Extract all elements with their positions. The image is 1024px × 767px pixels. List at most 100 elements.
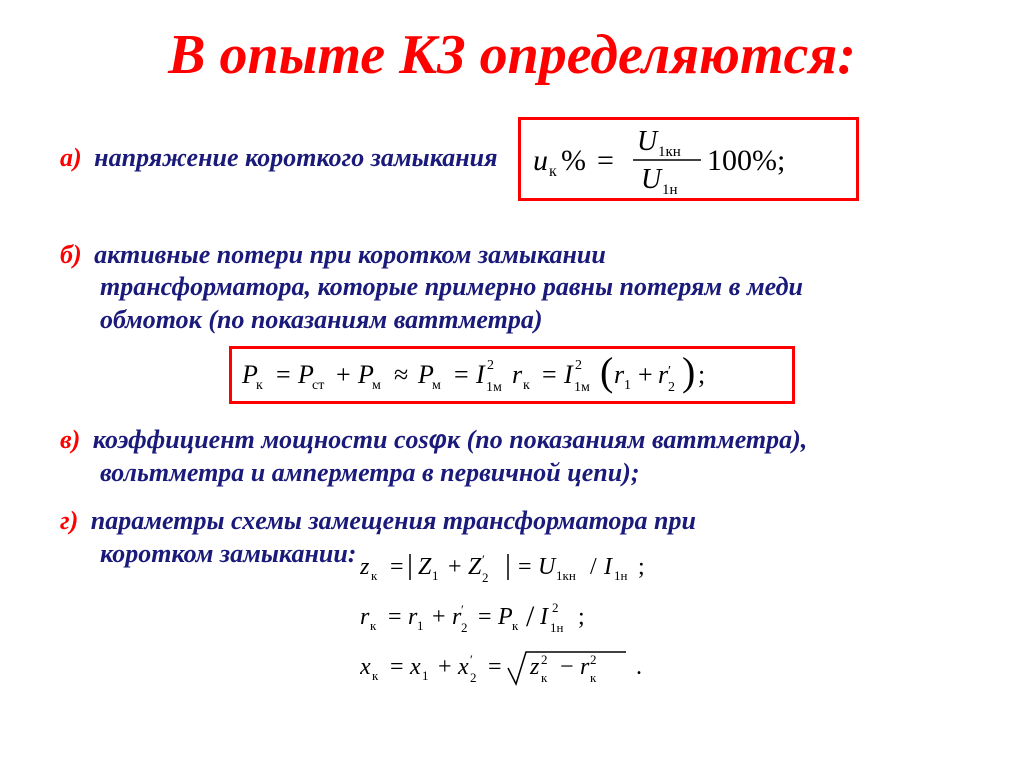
svg-text:1н: 1н [662, 182, 678, 198]
item-a-label: а) [60, 143, 82, 172]
svg-text:2: 2 [590, 652, 597, 667]
svg-text:U: U [637, 126, 659, 157]
item-c: в) коэффициент мощности cosφк (по показа… [60, 423, 964, 489]
svg-text:I: I [603, 554, 613, 580]
svg-text:x: x [457, 654, 469, 680]
svg-text:r: r [360, 604, 370, 630]
item-d-text-l1: параметры схемы замещения трансформатора… [91, 506, 696, 535]
svg-text:2: 2 [668, 380, 675, 395]
svg-text:=: = [488, 654, 502, 680]
svg-text:=: = [454, 360, 469, 389]
item-d-label: г) [60, 506, 78, 535]
svg-text:=: = [542, 360, 557, 389]
svg-text:−: − [560, 654, 574, 680]
item-b: б) активные потери при коротком замыкани… [60, 239, 964, 337]
svg-text:+: + [448, 554, 462, 580]
svg-text:=: = [390, 654, 404, 680]
svg-text:x: x [409, 654, 421, 680]
svg-text:100%;: 100%; [707, 144, 785, 177]
svg-text:1н: 1н [550, 620, 564, 635]
svg-text:=: = [518, 554, 532, 580]
svg-text:%: % [561, 144, 586, 177]
svg-text:к: к [523, 378, 530, 393]
svg-text:+: + [638, 360, 653, 389]
svg-text:=: = [388, 604, 402, 630]
svg-text:м: м [432, 378, 441, 393]
formula-a-box: u к % = U 1кн U 1н 100%; [518, 117, 859, 201]
svg-text:/: / [590, 554, 597, 580]
svg-text:u: u [533, 144, 548, 177]
svg-text:1: 1 [624, 378, 631, 393]
svg-text:2: 2 [552, 600, 559, 615]
svg-text:=: = [276, 360, 291, 389]
svg-text:z: z [529, 654, 540, 680]
item-a-row: а) напряжение короткого замыкания u к % … [60, 117, 964, 201]
svg-text:2: 2 [482, 570, 489, 585]
formula-b: Pк = Pст + Pм ≈ Pм = I 2 1м rк = I 2 1м [232, 349, 792, 401]
svg-text:=: = [478, 604, 492, 630]
svg-text:1м: 1м [574, 380, 590, 395]
svg-text:z: z [360, 554, 370, 580]
formula-b-wrap: Pк = Pст + Pм ≈ Pм = I 2 1м rк = I 2 1м [60, 346, 964, 409]
svg-text:I: I [563, 360, 574, 389]
item-b-text-l2: трансформатора, которые примерно равны п… [60, 271, 964, 304]
page-title: В опыте КЗ определяются: [60, 25, 964, 87]
svg-text:1: 1 [422, 668, 429, 683]
svg-text:Z: Z [468, 554, 482, 580]
svg-text:P: P [497, 604, 513, 630]
svg-text:ст: ст [312, 378, 324, 393]
item-b-label: б) [60, 240, 82, 269]
svg-text:′: ′ [668, 364, 671, 379]
svg-text:′: ′ [461, 602, 464, 617]
slide: В опыте КЗ определяются: а) напряжение к… [0, 0, 1024, 721]
item-b-text-l3: обмоток (по показаниям ваттметра) [60, 304, 964, 337]
svg-text:к: к [256, 378, 263, 393]
svg-text:+: + [432, 604, 446, 630]
svg-text:;: ; [698, 360, 705, 389]
svg-text:r: r [512, 360, 523, 389]
svg-text:1н: 1н [614, 568, 628, 583]
svg-text:r: r [580, 654, 590, 680]
item-c-label: в) [60, 425, 80, 454]
svg-text:U: U [641, 164, 663, 195]
formula-a: u к % = U 1кн U 1н 100%; [521, 120, 856, 198]
svg-text:x: x [360, 654, 371, 680]
item-a: а) напряжение короткого замыкания [60, 142, 498, 175]
item-a-text: напряжение короткого замыкания [94, 143, 497, 172]
svg-text:1: 1 [432, 568, 439, 583]
svg-text:2: 2 [487, 358, 494, 373]
item-c-text-l1: коэффициент мощности cosφк (по показания… [93, 425, 808, 454]
svg-text:2: 2 [541, 652, 548, 667]
svg-text:U: U [538, 554, 557, 580]
item-b-text-l1: активные потери при коротком замыкании [94, 240, 606, 269]
svg-text:;: ; [638, 554, 645, 580]
svg-text:(: ( [600, 349, 613, 394]
svg-text:1м: 1м [486, 380, 502, 395]
svg-text:.: . [636, 654, 642, 680]
svg-text:к: к [372, 668, 379, 683]
svg-text:м: м [372, 378, 381, 393]
svg-text:1: 1 [417, 618, 424, 633]
svg-text:=: = [390, 554, 404, 580]
svg-text:′: ′ [482, 552, 485, 567]
svg-text:2: 2 [575, 358, 582, 373]
svg-text:1кн: 1кн [556, 568, 576, 583]
svg-text:к: к [371, 568, 378, 583]
svg-text:I: I [539, 604, 549, 630]
svg-text:к: к [512, 618, 519, 633]
formula-d: zк = Z1 + Z′2 = U1кн / I1н ; rк = r1 + r… [360, 546, 730, 696]
formula-b-box: Pк = Pст + Pм ≈ Pм = I 2 1м rк = I 2 1м [229, 346, 795, 404]
svg-text:I: I [475, 360, 486, 389]
svg-text:к: к [590, 670, 597, 685]
svg-text:1кн: 1кн [658, 144, 681, 160]
item-c-text-l2: вольтметра и амперметра в первичной цепи… [60, 457, 964, 490]
svg-text:к: к [541, 670, 548, 685]
svg-text:2: 2 [461, 620, 468, 635]
svg-text:=: = [597, 144, 614, 177]
formula-d-wrap: zк = Z1 + Z′2 = U1кн / I1н ; rк = r1 + r… [360, 546, 964, 701]
svg-text:+: + [336, 360, 351, 389]
svg-text:): ) [682, 349, 695, 394]
svg-text:+: + [438, 654, 452, 680]
svg-text:;: ; [578, 604, 585, 630]
svg-text:≈: ≈ [394, 360, 408, 389]
